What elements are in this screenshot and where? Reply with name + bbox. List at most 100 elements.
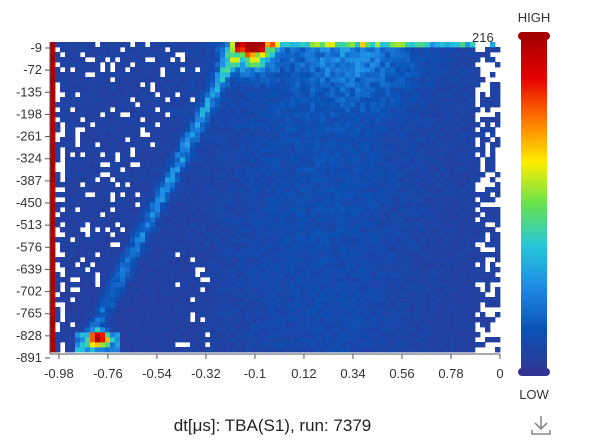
heatmap-cell <box>315 117 321 123</box>
heatmap-cell <box>165 147 171 153</box>
heatmap-cell <box>440 227 446 233</box>
heatmap-cell <box>210 302 216 308</box>
heatmap-cell <box>65 252 71 258</box>
heatmap-cell <box>425 292 431 298</box>
heatmap-cell <box>185 72 191 78</box>
heatmap-cell <box>455 277 461 283</box>
heatmap-cell <box>430 187 436 193</box>
heatmap-cell <box>210 312 216 318</box>
heatmap-cell <box>190 162 196 168</box>
heatmap-cell <box>220 207 226 213</box>
heatmap-cell <box>340 322 346 328</box>
heatmap-cell <box>290 107 296 113</box>
heatmap-cell <box>280 42 286 48</box>
heatmap-cell <box>185 262 191 268</box>
heatmap-cell <box>130 187 136 193</box>
heatmap-cell <box>375 212 381 218</box>
heatmap-cell <box>425 172 431 178</box>
heatmap-cell <box>50 252 56 258</box>
heatmap-cell <box>250 67 256 73</box>
heatmap-cell <box>135 82 141 88</box>
heatmap-cell <box>155 117 161 123</box>
heatmap-cell <box>315 107 321 113</box>
heatmap-cell <box>70 42 76 48</box>
heatmap-cell <box>190 202 196 208</box>
heatmap-cell <box>455 252 461 258</box>
heatmap-cell <box>110 42 116 48</box>
heatmap-cell <box>260 107 266 113</box>
heatmap-cell <box>305 172 311 178</box>
heatmap-cell <box>420 182 426 188</box>
heatmap-cell <box>320 117 326 123</box>
heatmap-cell <box>460 232 466 238</box>
heatmap-cell <box>110 307 116 313</box>
heatmap-cell <box>300 317 306 323</box>
heatmap-cell <box>245 107 251 113</box>
heatmap-cell <box>370 47 376 53</box>
heatmap-cell <box>140 112 146 118</box>
heatmap-cell <box>280 297 286 303</box>
heatmap-cell <box>125 62 131 68</box>
heatmap-cell <box>170 277 176 283</box>
heatmap-cell <box>405 242 411 248</box>
heatmap-cell <box>390 227 396 233</box>
heatmap-cell <box>275 187 281 193</box>
heatmap-cell <box>285 112 291 118</box>
heatmap-cell <box>435 252 441 258</box>
heatmap-cell <box>285 157 291 163</box>
heatmap-cell <box>130 232 136 238</box>
heatmap-cell <box>225 332 231 338</box>
heatmap-cell <box>65 122 71 128</box>
heatmap-cell <box>290 347 296 353</box>
heatmap-cell <box>130 317 136 323</box>
heatmap-cell <box>240 177 246 183</box>
heatmap-cell <box>65 127 71 133</box>
heatmap-cell <box>390 162 396 168</box>
heatmap-cell <box>180 157 186 163</box>
heatmap-cell <box>145 242 151 248</box>
heatmap-cell <box>455 47 461 53</box>
heatmap-cell <box>325 342 331 348</box>
heatmap-cell <box>160 307 166 313</box>
heatmap-cell <box>390 172 396 178</box>
heatmap-cell <box>420 207 426 213</box>
heatmap-cell <box>415 72 421 78</box>
heatmap-cell <box>425 92 431 98</box>
heatmap-cell <box>255 292 261 298</box>
heatmap-cell <box>235 267 241 273</box>
heatmap-cell <box>370 242 376 248</box>
heatmap-cell <box>280 107 286 113</box>
heatmap-cell <box>200 272 206 278</box>
heatmap-cell <box>440 342 446 348</box>
heatmap-cell <box>240 337 246 343</box>
heatmap-cell <box>105 137 111 143</box>
heatmap-cell <box>405 172 411 178</box>
heatmap-cell <box>330 97 336 103</box>
heatmap-cell <box>350 187 356 193</box>
heatmap-cell <box>260 102 266 108</box>
heatmap-cell <box>465 347 471 353</box>
heatmap-cell <box>395 137 401 143</box>
heatmap-cell <box>95 112 101 118</box>
heatmap-cell <box>450 207 456 213</box>
heatmap-cell <box>210 262 216 268</box>
heatmap-cell <box>175 217 181 223</box>
heatmap-cell <box>110 272 116 278</box>
heatmap-cell <box>235 137 241 143</box>
heatmap-cell <box>130 207 136 213</box>
heatmap-cell <box>455 57 461 63</box>
heatmap-cell <box>200 262 206 268</box>
heatmap-cell <box>260 137 266 143</box>
heatmap-cell <box>405 217 411 223</box>
heatmap-cell <box>50 262 56 268</box>
heatmap-cell <box>250 317 256 323</box>
heatmap-cell <box>420 322 426 328</box>
heatmap-cell <box>165 212 171 218</box>
heatmap-cell <box>430 72 436 78</box>
heatmap-cell <box>310 212 316 218</box>
heatmap-cell <box>115 77 121 83</box>
heatmap-cell <box>115 137 121 143</box>
heatmap-cell <box>385 192 391 198</box>
heatmap-cell <box>385 217 391 223</box>
heatmap-cell <box>440 182 446 188</box>
